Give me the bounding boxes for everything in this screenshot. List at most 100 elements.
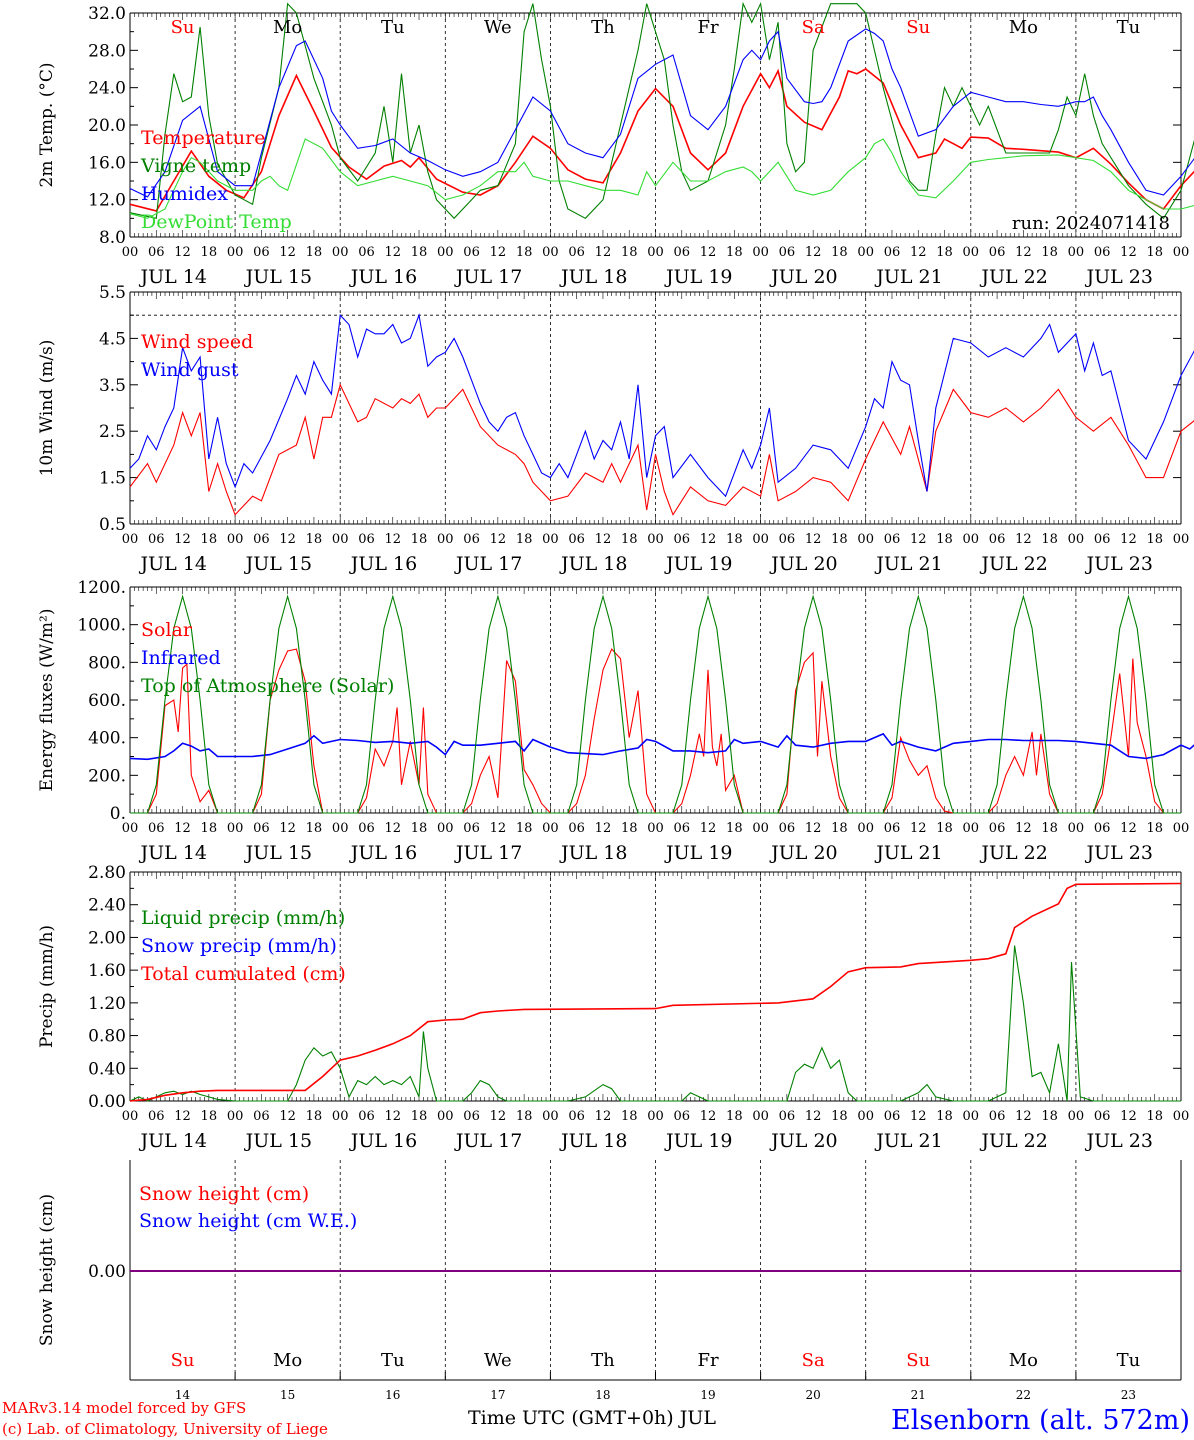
hour-label: 00 <box>542 821 559 836</box>
y-axis-title: Precip (mm/h) <box>37 925 57 1048</box>
hour-label: 00 <box>1068 1109 1085 1124</box>
series-line-top-of-atmosphere-solar- <box>130 594 1181 814</box>
date-label: JUL 23 <box>1084 842 1152 864</box>
legend-entry: Total cumulated (cm) <box>141 963 346 985</box>
y-tick-label: 12.0 <box>88 191 126 211</box>
series-line-wind-speed <box>129 383 1194 516</box>
hour-label: 18 <box>936 1109 953 1124</box>
hour-label: 18 <box>726 1109 743 1124</box>
series-line-infrared <box>129 732 1194 761</box>
y-tick-label: 20.0 <box>88 116 126 136</box>
hour-label: 12 <box>1015 821 1032 836</box>
hour-label: 06 <box>358 532 375 547</box>
hour-label: 00 <box>1068 821 1085 836</box>
weekday-label-bottom: We <box>484 1350 512 1371</box>
hour-label: 18 <box>621 245 638 260</box>
series-line-solar <box>130 648 1181 814</box>
series-line-temperature <box>129 68 1194 212</box>
date-label: JUL 20 <box>769 266 837 288</box>
weekday-label-top: Su <box>906 17 930 38</box>
hour-label: 00 <box>752 245 769 260</box>
date-label: JUL 21 <box>874 266 942 288</box>
hour-label: 06 <box>884 245 901 260</box>
hour-label: 00 <box>752 1109 769 1124</box>
hour-label: 00 <box>332 245 349 260</box>
y-tick-label: 16.0 <box>88 153 126 173</box>
day-number: 21 <box>911 1388 926 1402</box>
hour-label: 18 <box>516 1109 533 1124</box>
date-label: JUL 17 <box>454 1130 522 1152</box>
hour-label: 18 <box>516 821 533 836</box>
hour-label: 12 <box>279 821 296 836</box>
hour-label: 00 <box>437 245 454 260</box>
run-annotation: run: 2024071418 <box>1012 213 1170 234</box>
hour-label: 00 <box>332 821 349 836</box>
legend-entry: Wind speed <box>141 331 253 353</box>
hour-label: 12 <box>384 532 401 547</box>
hour-label: 00 <box>1173 532 1190 547</box>
series-line-wind-gust <box>129 313 1194 498</box>
date-label: JUL 16 <box>349 553 417 575</box>
y-tick-label: 400. <box>88 729 126 749</box>
y-tick-label: 32.0 <box>88 4 126 24</box>
hour-label: 06 <box>253 532 270 547</box>
model-credit: MARv3.14 model forced by GFS <box>2 1399 246 1417</box>
legend-entry: Snow precip (mm/h) <box>141 935 337 957</box>
hour-label: 12 <box>279 532 296 547</box>
hour-label: 12 <box>384 245 401 260</box>
hour-label: 18 <box>1041 1109 1058 1124</box>
hour-label: 12 <box>1015 532 1032 547</box>
hour-label: 18 <box>1041 821 1058 836</box>
hour-label: 18 <box>201 532 218 547</box>
weekday-label-top: Mo <box>273 17 302 38</box>
y-axis-title: Energy fluxes (W/m²) <box>37 609 57 792</box>
hour-label: 12 <box>910 1109 927 1124</box>
hour-label: 06 <box>253 245 270 260</box>
hour-label: 06 <box>463 1109 480 1124</box>
hour-label: 00 <box>542 532 559 547</box>
hour-label: 18 <box>306 245 323 260</box>
y-tick-label: 2.40 <box>88 896 126 916</box>
date-label: JUL 21 <box>874 842 942 864</box>
date-label: JUL 23 <box>1084 553 1152 575</box>
hour-label: 18 <box>201 1109 218 1124</box>
legend-entry: Infrared <box>141 647 221 669</box>
y-tick-label: 3.5 <box>99 376 126 396</box>
day-number: 17 <box>490 1388 505 1402</box>
y-tick-label: 200. <box>88 766 126 786</box>
hour-label: 00 <box>1068 532 1085 547</box>
date-label: JUL 19 <box>664 553 732 575</box>
hour-label: 18 <box>831 1109 848 1124</box>
date-label: JUL 14 <box>139 553 207 575</box>
date-label: JUL 22 <box>979 553 1047 575</box>
hour-label: 00 <box>122 532 139 547</box>
hour-label: 12 <box>595 821 612 836</box>
panel-1: 8.0 12.0 16.0 20.0 24.0 28.0 32.0 2m Temp. (°C)… <box>37 1 1194 288</box>
date-label: JUL 22 <box>979 1130 1047 1152</box>
y-tick-label: 1200. <box>77 578 126 598</box>
y-tick-label: 0. <box>110 804 126 824</box>
weekday-label-top: Fr <box>698 17 719 38</box>
date-label: JUL 15 <box>244 1130 312 1152</box>
hour-label: 12 <box>805 1109 822 1124</box>
day-number: 23 <box>1121 1388 1136 1402</box>
y-tick-label: 1.20 <box>88 994 126 1014</box>
weekday-label-bottom: Th <box>591 1350 615 1371</box>
weekday-label-bottom: Fr <box>698 1350 719 1371</box>
weekday-label-top: Th <box>591 17 615 38</box>
hour-label: 18 <box>936 821 953 836</box>
series-line-total-cumulated-cm- <box>129 882 1182 1102</box>
y-tick-label: 0.00 <box>88 1092 126 1112</box>
hour-label: 00 <box>647 1109 664 1124</box>
date-label: JUL 14 <box>139 266 207 288</box>
day-number: 16 <box>385 1388 400 1402</box>
hour-label: 18 <box>1041 245 1058 260</box>
date-label: JUL 15 <box>244 553 312 575</box>
lab-credit: (c) Lab. of Climatology, University of L… <box>2 1420 328 1438</box>
hour-label: 06 <box>989 821 1006 836</box>
hour-label: 00 <box>542 1109 559 1124</box>
y-axis-title: Snow height (cm) <box>37 1194 57 1346</box>
hour-label: 12 <box>490 1109 507 1124</box>
hour-label: 00 <box>542 245 559 260</box>
hour-label: 18 <box>201 821 218 836</box>
